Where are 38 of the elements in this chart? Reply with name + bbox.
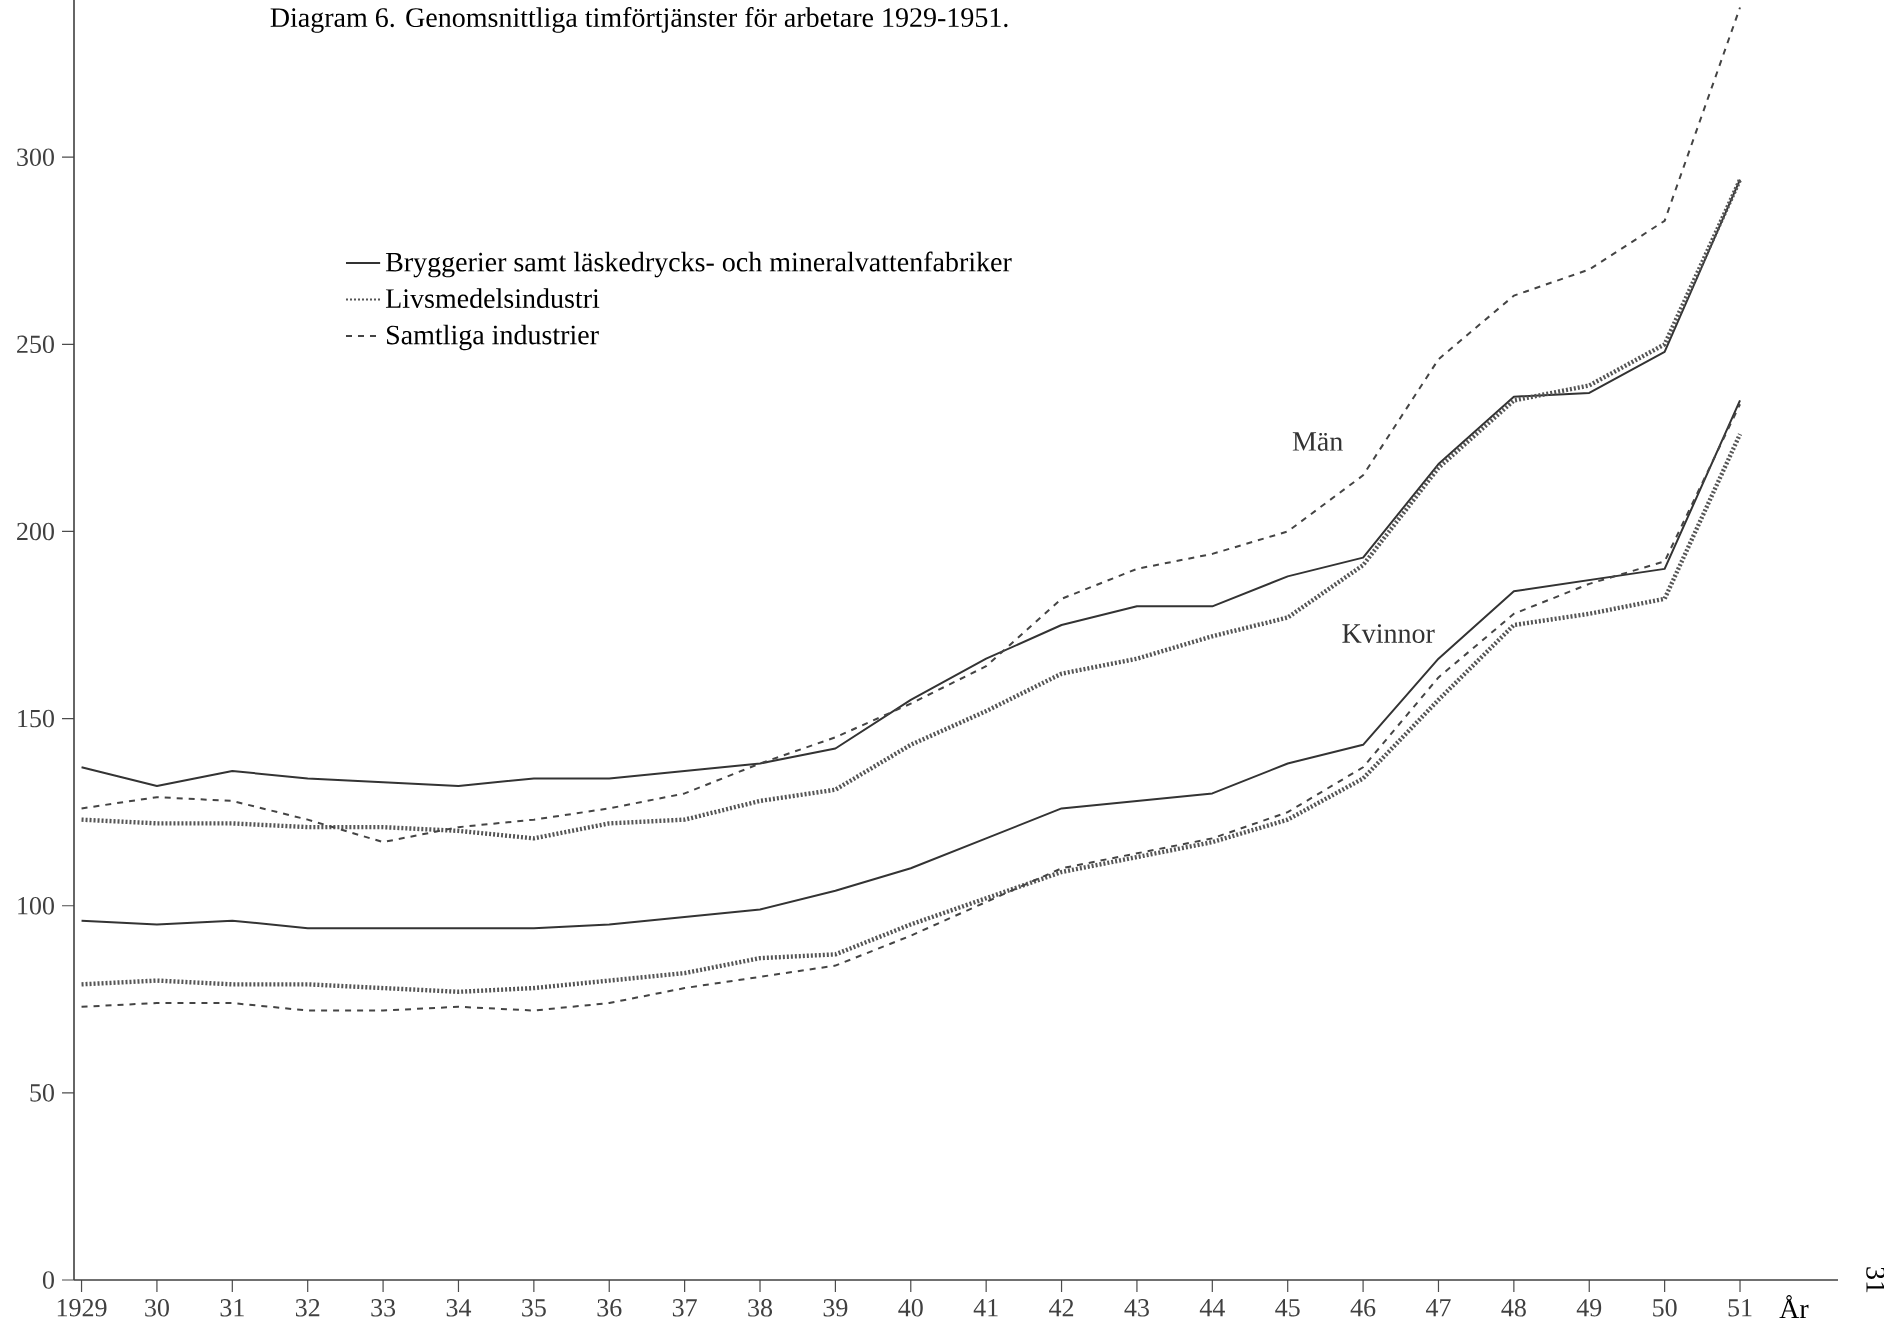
legend-label: Samtliga industrier (387, 324, 599, 351)
x-tick-label: 39 (823, 1299, 848, 1317)
y-tick-label: 100 (18, 896, 54, 915)
line-series (80, 6, 1742, 844)
x-tick-label: 45 (1275, 1299, 1300, 1317)
x-tick-label: 41 (973, 1299, 998, 1317)
chart-title: Diagram 6. Genomsnittliga timförtjänster för arbetare 1929-1951. (270, 7, 1008, 33)
x-tick-label: 44 (1199, 1299, 1225, 1317)
x-tick-label: 36 (597, 1299, 622, 1317)
legend-label: Livsmedelsindustri (385, 288, 600, 309)
y-tick-label: 50 (30, 1084, 54, 1102)
y-tick-label: 200 (17, 522, 54, 541)
x-tick-label: 35 (522, 1299, 546, 1317)
y-tick-label: 250 (17, 335, 54, 354)
x-tick-label: 32 (295, 1299, 320, 1317)
x-tick-label: 33 (371, 1299, 396, 1317)
x-tick-label: 51 (1728, 1299, 1752, 1317)
x-axis-title: År (1779, 1295, 1809, 1319)
annotation: Män (1292, 432, 1343, 451)
legend-label: Bryggerier samt läskedrycks- och mineralvattenfabriker (385, 251, 1012, 278)
x-tick-label: 30 (145, 1299, 169, 1317)
x-tick-label: 1929 (57, 1299, 107, 1317)
x-tick-label: 37 (672, 1299, 697, 1317)
y-tick-label: 150 (18, 709, 54, 728)
x-tick-label: 48 (1501, 1299, 1526, 1317)
x-tick-label: 50 (1653, 1299, 1677, 1317)
x-tick-label: 42 (1049, 1299, 1074, 1317)
x-tick-label: 47 (1425, 1299, 1451, 1317)
y-tick-label: 300 (17, 148, 54, 166)
x-tick-label: 38 (748, 1299, 773, 1317)
x-tick-label: 40 (898, 1299, 923, 1317)
x-tick-label: 49 (1576, 1299, 1602, 1317)
x-tick-label: 31 (220, 1299, 244, 1317)
x-tick-label: 43 (1124, 1299, 1149, 1317)
annotation: Kvinnor (1342, 624, 1435, 643)
x-tick-label: 34 (446, 1299, 472, 1317)
y-tick-label: 0 (42, 1271, 54, 1289)
x-tick-label: 46 (1350, 1299, 1376, 1317)
